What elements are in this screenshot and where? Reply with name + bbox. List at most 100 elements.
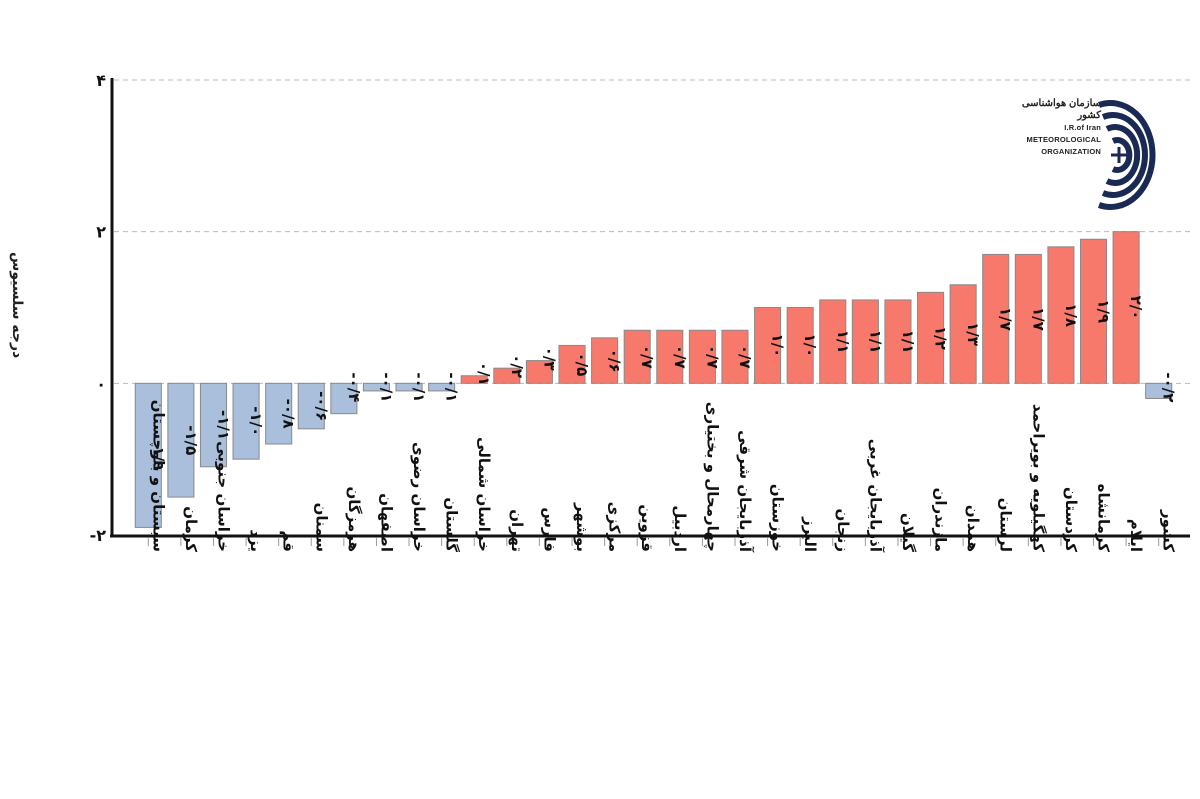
x-tick-label: ایلام [1127, 519, 1145, 552]
bar [199, 382, 228, 468]
logo-name-fa: سازمان هواشناسی کشور [1021, 98, 1101, 121]
y-tick-label: ۴ [96, 71, 106, 90]
data-label: ۰/۶ [606, 349, 624, 373]
x-tick-label: چهارمحال و بختیاری [702, 402, 721, 552]
data-label: ۱/۲ [932, 326, 950, 350]
x-tick-label: خوزستان [769, 484, 787, 552]
x-tick-label: هرمزگان [345, 486, 363, 552]
bar [1047, 246, 1075, 384]
x-tick-label: اردبیل [671, 505, 689, 552]
bar [819, 299, 847, 384]
data-label: ۱/۱ [834, 330, 852, 354]
data-label: -۰/۲ [1160, 372, 1178, 402]
meteorological-organization-logo: سازمان هواشناسی کشور I.R.of Iran METEORO… [1015, 95, 1175, 215]
data-label: -۱/۵ [182, 425, 200, 455]
x-tick-label: تهران [508, 509, 526, 552]
x-tick-label: لرستان [997, 498, 1015, 552]
data-label: ۰/۷ [638, 345, 656, 369]
x-tick-label: خراسان جنوبی [214, 441, 232, 552]
data-label: -۰/۱ [410, 372, 428, 402]
bars [134, 231, 1173, 528]
data-label: ۱/۰ [801, 334, 819, 358]
bar [1079, 238, 1108, 384]
data-label: ۱/۷ [1029, 307, 1047, 331]
x-tick-label: کشور [1160, 509, 1178, 552]
logo-line3: ORGANIZATION [1041, 147, 1101, 156]
data-label: -۰/۴ [345, 372, 363, 402]
y-tick-label: -۲ [90, 526, 107, 545]
bar [330, 382, 358, 415]
x-tick-label: گیلان [899, 513, 917, 552]
x-ticks: سیستان و بلوچستان کرمان خراسان جنوبی یزد قم س… [147, 400, 1178, 553]
y-ticks: -۲ ۰ ۲ ۴ [90, 71, 107, 545]
bar [362, 382, 390, 392]
bar [167, 382, 195, 498]
y-axis-label: درجه سلسیوس [9, 251, 25, 359]
x-tick-label: اصفهان [377, 493, 395, 552]
data-label: -۰/۸ [280, 399, 298, 429]
x-tick-label: خراسان رضوی [410, 442, 428, 552]
data-label: ۰/۷ [671, 345, 689, 369]
data-label: -۱/۰ [247, 406, 265, 436]
bar [786, 307, 814, 384]
x-tick-label: کهگیلویه و بویراحمد [1029, 404, 1047, 552]
bar [754, 307, 782, 384]
bar [623, 329, 651, 384]
data-label: -۰/۶ [312, 391, 330, 421]
data-label: ۱/۱ [866, 330, 884, 354]
x-tick-label: کردستان [1062, 487, 1080, 552]
y-tick-label: ۲ [96, 223, 106, 242]
bar [493, 367, 521, 384]
bar [1145, 382, 1173, 400]
bar [428, 382, 456, 392]
x-tick-label: کرمان [182, 506, 200, 552]
bar [851, 299, 879, 384]
logo-spiral-icon [1098, 100, 1156, 210]
data-label: ۱/۹ [1095, 299, 1113, 323]
x-tick-label: یزد [247, 529, 265, 552]
x-tick-label: مرکزی [606, 502, 624, 552]
logo-text: سازمان هواشناسی کشور I.R.of Iran METEORO… [1015, 98, 1101, 158]
data-labels: -۱/۹ -۱/۵ -۱/۱ -۱/۰ -۰/۸ -۰/۶ -۰/۴ -۰/۱ -۰/۱ -۰/۱… [149, 296, 1177, 471]
x-tick-label: آذربایجان غربی [866, 439, 884, 553]
bar [1014, 253, 1042, 384]
bar [688, 329, 716, 384]
axes [110, 78, 1190, 538]
x-tick-label: آذربایجان شرقی [736, 430, 754, 553]
bar [265, 382, 293, 445]
x-tick-label: فارس [540, 507, 558, 552]
bar [917, 291, 945, 384]
data-label: ۱/۸ [1062, 303, 1080, 327]
data-label: -۱/۹ [149, 440, 167, 470]
data-label: ۰/۵ [573, 352, 591, 376]
x-tick-label: سیستان و بلوچستان [148, 400, 167, 552]
data-label: ۰/۲ [508, 354, 526, 378]
data-label: ۱/۳ [964, 322, 982, 346]
data-label: -۰/۱ [377, 372, 395, 402]
data-label: ۱/۷ [997, 307, 1015, 331]
bar [982, 253, 1010, 384]
bar [656, 329, 684, 384]
x-tick-label: سمنان [312, 503, 330, 552]
data-label: ۱/۰ [769, 334, 787, 358]
bar [297, 382, 325, 430]
x-tick-label: زنجان [834, 508, 852, 552]
bar [134, 382, 162, 528]
bar [558, 344, 586, 384]
data-label: -۱/۱ [214, 410, 232, 440]
x-tick-label: البرز [801, 516, 819, 552]
bar [884, 299, 912, 384]
y-tick-label: ۰ [96, 374, 106, 393]
bar [395, 382, 423, 392]
logo-line2: METEOROLOGICAL [1026, 135, 1101, 144]
x-tick-label: مازندران [932, 488, 950, 552]
logo-line1: I.R.of Iran [1064, 123, 1101, 132]
bar [525, 360, 553, 384]
data-label: ۱/۱ [899, 330, 917, 354]
x-tick-label: خراسان شمالی [475, 437, 493, 552]
bar [232, 382, 260, 460]
bar [949, 284, 977, 384]
bar [1112, 231, 1140, 384]
x-tick-label: کرمانشاه [1095, 484, 1113, 553]
